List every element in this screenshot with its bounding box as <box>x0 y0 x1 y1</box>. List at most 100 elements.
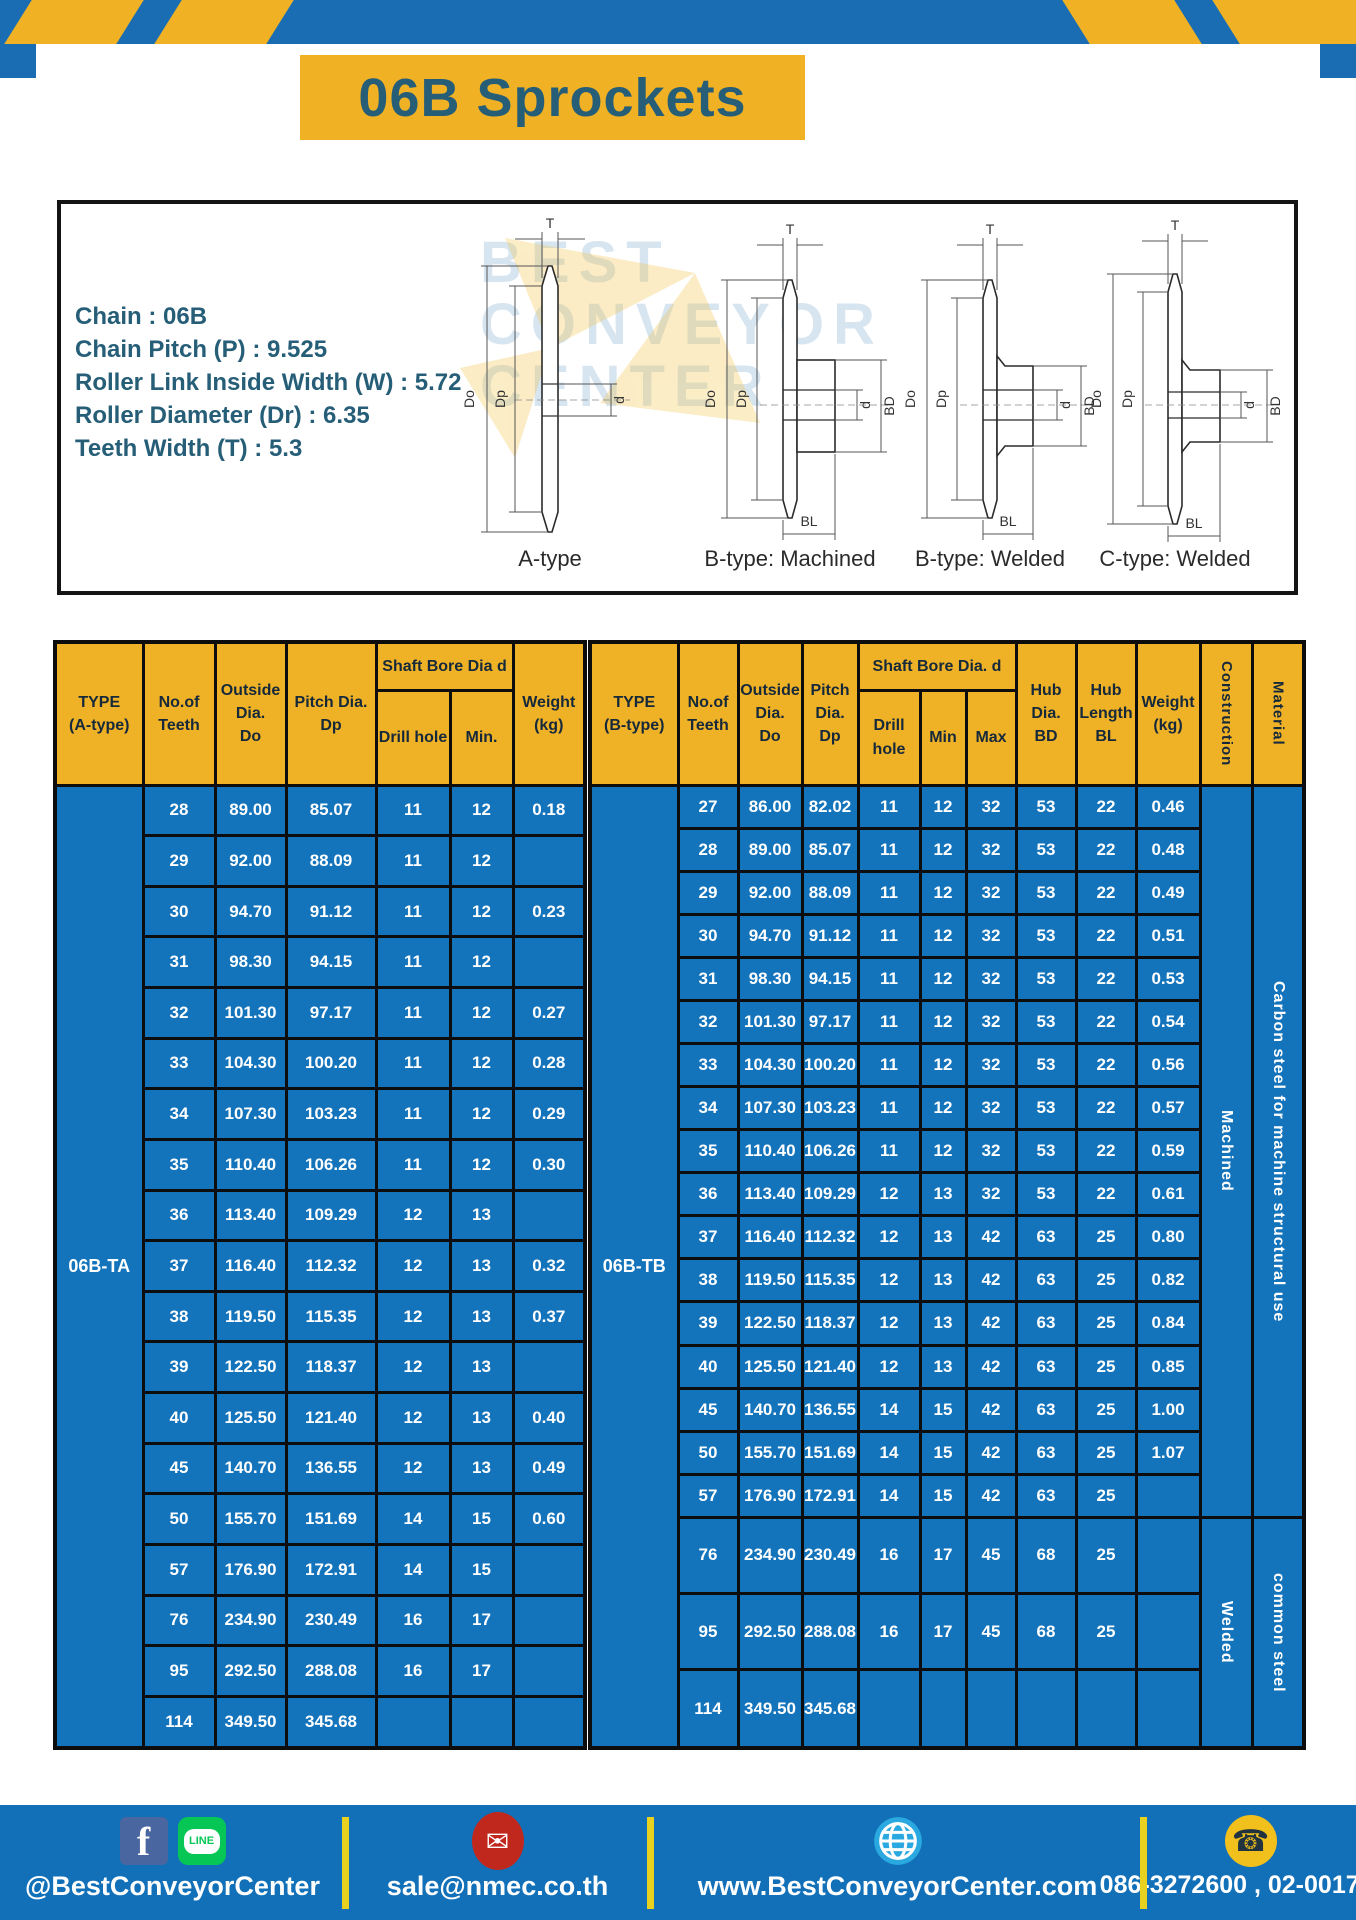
table-row: 37 116.40 112.32 12 13 42 63 25 0.80 <box>590 1214 1304 1261</box>
data-cell: 106.26 <box>284 1137 378 1192</box>
data-cell: 234.90 <box>736 1515 804 1596</box>
data-cell: 53 <box>1014 1171 1078 1218</box>
data-cell: 12 <box>448 884 515 939</box>
col-header-hub-dia: Hub Dia. BD <box>1014 640 1078 787</box>
data-cell: 140.70 <box>213 1441 288 1496</box>
data-cell: 172.91 <box>284 1542 378 1597</box>
data-cell: 32 <box>141 986 217 1040</box>
data-cell: 12 <box>448 834 515 888</box>
data-cell: 45 <box>964 1515 1018 1596</box>
data-cell: 11 <box>374 935 452 989</box>
data-cell: 85.07 <box>800 826 860 873</box>
data-cell: 12 <box>856 1171 922 1218</box>
spec-line: Teeth Width (T) : 5.3 <box>75 435 303 462</box>
table-a-container: TYPE (A-type) No.of Teeth Outside Dia. D… <box>53 640 587 1750</box>
data-cell: 13 <box>918 1257 968 1304</box>
data-cell: 136.55 <box>800 1386 860 1433</box>
data-cell: 63 <box>1014 1472 1078 1519</box>
data-cell: 68 <box>1014 1515 1078 1596</box>
table-row: 76 234.90 230.49 16 17 45 68 25 Welded common ste… <box>590 1515 1306 1750</box>
data-cell: 14 <box>374 1542 452 1597</box>
svg-text:Do: Do <box>702 390 718 408</box>
data-cell: 125.50 <box>213 1391 288 1445</box>
data-cell: 151.69 <box>800 1429 860 1476</box>
data-cell: 42 <box>964 1472 1018 1519</box>
table-row: 40 125.50 121.40 12 13 0.40 <box>55 1391 587 1445</box>
data-cell: 76 <box>676 1515 740 1596</box>
svg-text:T: T <box>546 215 555 231</box>
data-cell: 13 <box>448 1289 515 1344</box>
data-cell: 114 <box>141 1694 217 1750</box>
sprocket-table-b: TYPE (B-type) No.of Teeth Outside Dia. D… <box>588 640 1306 1750</box>
data-cell: 92.00 <box>213 834 288 888</box>
data-cell: 103.23 <box>284 1087 378 1141</box>
table-row: 39 122.50 118.37 12 13 <box>55 1340 587 1394</box>
data-cell: 103.23 <box>800 1085 860 1132</box>
data-cell: 89.00 <box>736 826 804 873</box>
data-cell: 63 <box>1014 1257 1078 1304</box>
data-cell: 11 <box>374 1036 452 1091</box>
data-cell <box>511 1340 587 1394</box>
data-cell: 13 <box>918 1214 968 1261</box>
data-cell: 230.49 <box>284 1593 378 1648</box>
col-header-hub-length: Hub Length BL <box>1074 640 1138 787</box>
data-cell <box>1134 1472 1202 1519</box>
data-cell: 15 <box>448 1542 515 1597</box>
data-cell: 101.30 <box>736 998 804 1045</box>
data-cell: 25 <box>1074 1592 1138 1672</box>
table-row: 35 110.40 106.26 11 12 0.30 <box>55 1137 587 1192</box>
data-cell: 39 <box>141 1340 217 1394</box>
svg-text:Dp: Dp <box>933 390 949 408</box>
table-row: 33 104.30 100.20 11 12 0.28 <box>55 1036 587 1091</box>
social-handle-link[interactable]: @BestConveyorCenter <box>25 1871 320 1901</box>
data-cell: 110.40 <box>736 1128 804 1175</box>
data-cell: 32 <box>964 1085 1018 1132</box>
drawing-caption-b-welded: B-type: Welded <box>914 546 1066 571</box>
data-cell <box>374 1694 452 1750</box>
phone-numbers[interactable]: 086-3272600 , 02-0017766 <box>1099 1871 1356 1899</box>
data-cell: 97.17 <box>800 998 860 1045</box>
data-cell: 22 <box>1074 1041 1138 1089</box>
table-row: 06B-TB 27 86.00 82.02 11 12 32 53 22 0.46 Machined… <box>588 783 1306 1750</box>
data-cell: 11 <box>856 783 922 830</box>
col-header-pitch-dia: Pitch Dia. Dp <box>284 640 378 787</box>
data-cell: 89.00 <box>213 783 288 838</box>
data-cell: 31 <box>676 955 740 1002</box>
data-cell: 98.30 <box>736 955 804 1002</box>
svg-text:Dp: Dp <box>733 390 749 408</box>
globe-icon <box>873 1817 922 1865</box>
line-bubble: LINE <box>183 1828 220 1854</box>
data-cell: 16 <box>374 1593 452 1648</box>
watermark-line: BEST <box>480 232 884 294</box>
data-cell: 113.40 <box>213 1188 288 1243</box>
data-cell: 17 <box>448 1593 515 1648</box>
data-cell: 94.70 <box>736 912 804 959</box>
data-cell: 106.26 <box>800 1128 860 1175</box>
data-cell: 34 <box>676 1085 740 1132</box>
svg-text:Do: Do <box>1088 390 1104 408</box>
svg-text:T: T <box>786 221 795 237</box>
data-cell: 32 <box>964 783 1018 830</box>
corner-notch-left <box>0 44 36 78</box>
data-cell: 88.09 <box>284 834 378 888</box>
data-cell: 22 <box>1074 783 1138 830</box>
data-cell: 14 <box>856 1386 922 1433</box>
table-row: 32 101.30 97.17 11 12 32 53 22 0.54 <box>590 998 1304 1045</box>
data-cell: 22 <box>1074 998 1138 1045</box>
col-header-drill-hole: Drill hole <box>374 688 452 787</box>
data-cell: 109.29 <box>284 1188 378 1243</box>
data-cell: 35 <box>676 1128 740 1175</box>
data-cell: 15 <box>918 1386 968 1433</box>
drawing-caption-a-type: A-type <box>518 546 582 571</box>
email-link[interactable]: sale@nmec.co.th <box>386 1871 609 1901</box>
table-row: 36 113.40 109.29 12 13 32 53 22 0.61 <box>590 1171 1304 1218</box>
facebook-icon: f <box>119 1817 168 1865</box>
data-cell <box>511 1644 587 1698</box>
data-cell: 57 <box>676 1472 740 1519</box>
data-cell: 12 <box>374 1289 452 1344</box>
material-cell: Carbon steel for machine structural use <box>1250 783 1306 1519</box>
hazard-stripe <box>154 0 294 44</box>
col-header-max: Max <box>964 688 1018 787</box>
website-link[interactable]: www.BestConveyorCenter.com <box>697 1871 1098 1901</box>
data-cell <box>1134 1515 1202 1596</box>
